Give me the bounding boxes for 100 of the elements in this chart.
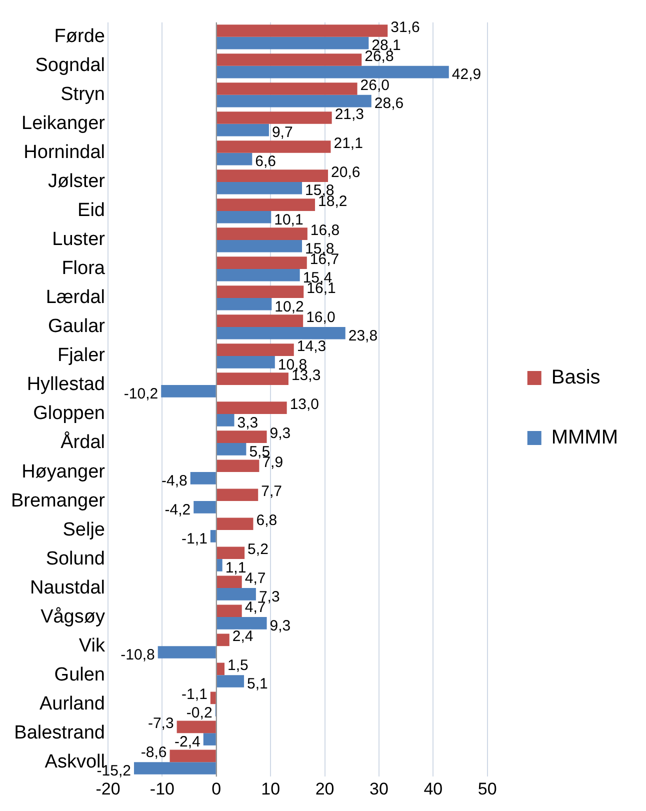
data-label: 5,2 [248,541,268,558]
bar [216,210,272,224]
data-label: 2,4 [232,628,254,646]
data-label: -7,3 [148,715,174,732]
data-label: 6,6 [255,153,276,170]
bar [216,344,294,356]
data-label: 1,5 [228,657,248,674]
data-label: -4,2 [164,501,191,518]
bar [216,443,246,456]
y-tick-label: Solund [46,548,105,570]
data-label: 20,6 [331,164,360,181]
data-label: 5,1 [247,675,268,692]
bar [216,228,308,240]
bar [190,472,216,484]
y-tick-label: Gulen [54,664,105,686]
y-tick-label: Lærdal [46,287,105,308]
y-tick-label: Stryn [60,84,105,106]
data-label: -8,6 [140,744,167,762]
bar [216,634,230,646]
data-label: 23,8 [348,327,378,344]
y-tick-label: Hyllestad [26,374,105,396]
y-tick-label: Vågsøy [40,606,106,628]
bar [216,256,307,269]
data-label: -4,8 [162,472,188,490]
data-label: 14,3 [296,338,326,355]
legend-label: Basis [551,366,600,389]
bar [216,240,302,252]
data-label: 13,0 [290,396,320,413]
bar [216,460,260,472]
data-label: 42,9 [452,66,482,84]
bar [216,488,258,502]
data-label: 31,6 [390,18,420,36]
data-label: 7,7 [261,483,282,500]
bar [134,762,216,774]
bar [216,675,244,688]
y-tick-label: Naustdal [30,577,105,598]
bar [216,414,234,426]
data-label: -1,1 [182,530,208,548]
data-label: 3,3 [237,414,258,432]
bar [216,182,302,194]
y-tick-label: Vik [78,635,106,656]
bar [194,501,216,514]
y-tick-label: Aurland [39,693,105,714]
bar [216,268,300,282]
bar [216,326,346,340]
bar [176,720,216,734]
bar [216,124,269,136]
x-tick-label: 30 [370,779,388,798]
data-label: 21,1 [334,134,363,152]
bar [216,54,362,66]
bar [161,384,216,398]
bar [216,402,287,414]
bar [216,82,358,95]
x-tick-label: 20 [315,779,334,798]
data-label: 16,0 [306,308,336,326]
data-label: 9,3 [270,617,291,634]
bar [216,576,242,588]
bar [216,198,316,211]
bar [216,152,252,166]
bar [216,286,304,298]
bar [216,112,332,124]
bar [216,617,267,630]
bar [170,750,216,762]
x-tick-label: -10 [150,779,174,798]
bar [216,170,328,182]
y-tick-label: Eid [78,200,105,222]
bar [216,559,222,572]
bar [210,692,216,704]
bar [216,518,254,530]
y-tick-label: Gaular [48,316,106,338]
bar [216,372,288,385]
bar [216,140,331,153]
y-tick-label: Fjaler [57,345,106,366]
legend-label: MMMM [551,426,618,449]
data-label: 10,1 [274,211,304,228]
data-label: 6,8 [256,512,278,530]
x-tick-label: -20 [96,779,120,798]
y-tick-label: Jølster [48,171,106,192]
bar [216,356,275,368]
data-label: 21,3 [334,106,364,123]
y-tick-label: Flora [62,258,106,280]
data-label: -2,4 [174,733,200,750]
data-label: -10,2 [124,385,158,402]
bar [203,733,216,746]
data-label: 28,6 [374,95,404,112]
y-tick-label: Leikanger [22,113,106,134]
data-label: -1,1 [182,686,208,704]
data-label: 1,1 [225,559,246,576]
bar [216,36,369,50]
bar [210,530,216,542]
y-tick-label: Balestrand [14,722,105,744]
bar [216,662,225,676]
y-tick-label: Luster [52,229,106,250]
bar [216,24,388,37]
data-label: 4,7 [244,570,266,588]
data-label: 16,8 [310,222,340,239]
bar [216,66,449,78]
bar [216,546,245,560]
y-tick-label: Førde [54,26,105,48]
x-tick-label: 50 [478,779,497,798]
